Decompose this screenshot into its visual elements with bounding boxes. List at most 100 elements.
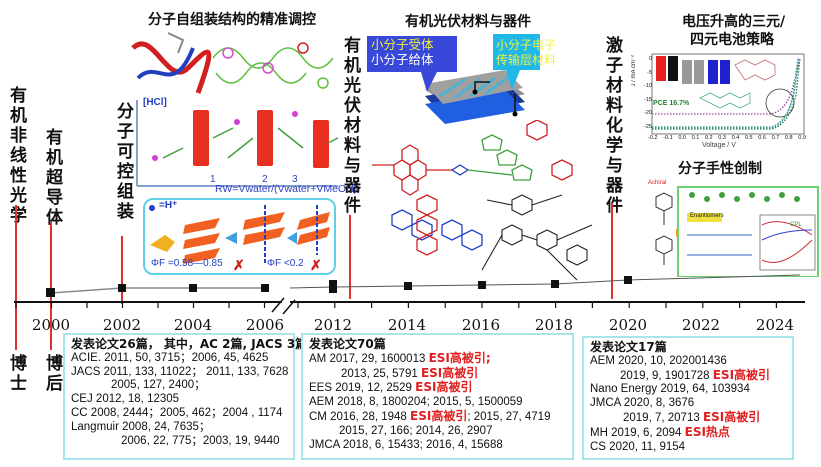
milestone-marker-2014	[404, 282, 412, 290]
pce-label: PCE 16.7%	[653, 100, 690, 107]
pub-line: MH 2019, 6, 2094	[590, 426, 682, 439]
jv-xtick: 0.4	[731, 135, 740, 141]
jv-xtick: 0.7	[771, 135, 780, 141]
esi-highly-cited-badge: ESI高被引	[428, 350, 486, 365]
jv-xtick: 0.3	[718, 135, 726, 141]
jv-xtick: 0.1	[691, 135, 700, 141]
milestone-line-opv	[349, 215, 351, 299]
jv-ytick: 0	[648, 56, 652, 62]
year-label: 2024	[755, 316, 795, 334]
jv-xtick: 0.9	[798, 135, 806, 141]
pub-line: ; 2015, 27, 4719	[467, 410, 551, 423]
star-molecule-black	[481, 194, 593, 281]
pub-line: 2005, 127, 2400；	[111, 379, 206, 392]
year-label: 2006	[245, 316, 285, 334]
trend-line	[289, 274, 801, 289]
pub-line: Nano Energy 2019, 64, 103934	[590, 383, 750, 396]
title-chirality: 分子手性创制	[678, 161, 762, 177]
pub-line: 2015, 27, 166; 2014, 26, 2907	[339, 424, 493, 437]
year-label: 2002	[102, 316, 142, 334]
milestone-marker-2012	[329, 280, 337, 293]
milestone-marker-2020	[624, 276, 632, 284]
pub-line: EES 2019, 12, 2529	[309, 382, 412, 395]
assembly-structure-image	[131, 32, 334, 94]
chirality-image	[655, 186, 819, 277]
jv-curve-chart	[651, 53, 805, 135]
esi-highly-cited-badge: ESI高被引	[712, 367, 771, 382]
year-label: 2018	[534, 316, 574, 334]
pub-line: ACIE. 2011, 50, 3715；2006, 45, 4625	[71, 351, 269, 364]
jv-ylabel: J / mA cm⁻²	[631, 55, 637, 87]
phi-low-label: ΦF <0.2	[267, 258, 304, 269]
acceptor-label: 小分子受体	[371, 37, 434, 52]
etl-label-1: 小分子电子	[496, 38, 557, 52]
milestone-marker-2006	[261, 284, 269, 292]
supramolecular-chain-image	[212, 42, 334, 89]
jv-ytick: -15	[644, 96, 652, 103]
year-label: 2012	[313, 316, 353, 334]
svg-text:✗: ✗	[233, 257, 245, 273]
pub-line: JACS 2011, 133, 11022； 2011, 133, 7628	[71, 365, 289, 378]
assembly-chart	[136, 100, 339, 187]
milestone-marker-2000	[46, 288, 55, 297]
title-ternary-2: 四元电池策略	[690, 32, 774, 48]
jv-xtick: -0.1	[663, 135, 673, 141]
label-phd: 博士	[6, 354, 26, 394]
svg-text:✗: ✗	[310, 257, 322, 273]
axis-break-mark	[271, 297, 285, 313]
esi-hot-paper-badge: ESI热点	[684, 424, 730, 439]
stacking-diagram: ✗ ✗	[149, 205, 330, 273]
box-header: 发表论文17篇	[590, 340, 667, 354]
esi-highly-cited-badge: ESI高被引	[420, 365, 479, 380]
opv-callout-right: 小分子电子 传输层材料	[496, 38, 556, 68]
compound-label-2: 2	[262, 174, 268, 185]
jv-xticks: -0.2 -0.1 0.0 0.1 0.2 0.3 0.4 0.5 0.6 0.…	[648, 135, 806, 141]
esi-highly-cited-badge: ESI高被引	[702, 409, 761, 424]
pub-line: CEJ 2012, 18, 12305	[71, 393, 180, 406]
pub-line: AEM 2020, 10, 202001436	[590, 354, 727, 367]
year-label: 2020	[608, 316, 648, 334]
label-nonlinear-optics: 有机非线性光学	[6, 86, 26, 226]
compound-label-1: 1	[210, 174, 216, 185]
year-label: 2000	[31, 316, 71, 334]
jv-xtick: 0.2	[704, 135, 713, 141]
jv-xtick: 0.6	[758, 135, 766, 141]
perylene-molecule-red	[372, 144, 452, 196]
axis-break-mark	[282, 299, 296, 315]
milestone-marker-2002	[118, 284, 126, 292]
pub-line: CC 2008, 2444；2005, 462；2004 , 1174	[71, 406, 283, 419]
milestone-line-superconductor	[50, 222, 52, 350]
assembly-mechanism-panel: ✗ ✗ =H⁺ ΦF =0.58—0.85 ΦF <0.2	[143, 198, 336, 275]
jv-xtick: 0.8	[784, 135, 793, 141]
box-header: 发表论文70篇	[309, 337, 386, 351]
year-label: 2022	[681, 316, 721, 334]
phi-high-label: ΦF =0.58—0.85	[151, 258, 223, 269]
trend-line	[50, 287, 265, 294]
pub-line: 2019, 9, 1901728	[620, 369, 710, 382]
jv-xlabel: Voltage / V	[702, 142, 736, 149]
opv-molecules-image	[372, 120, 593, 281]
esi-highly-cited-badge: ESI高被引	[415, 380, 473, 395]
jv-ytick: -5	[647, 69, 652, 76]
jv-xtick: 0.0	[678, 135, 686, 141]
pub-line: Langmuir 2008, 24, 7635；	[71, 420, 211, 433]
jv-ytick: -10	[644, 83, 652, 89]
title-ternary-1: 电压升高的三元/	[682, 14, 786, 30]
enantiomers-label: Enantiomers	[690, 213, 724, 219]
compound-label-3: 3	[292, 174, 298, 185]
donor-label: 小分子给体	[371, 52, 434, 67]
rw-axis-label: RW=Vwater/(Vwater+VMeOH)	[215, 183, 358, 195]
jv-ytick: -20	[644, 110, 652, 116]
hcl-axis-label: [HCl]	[143, 97, 167, 108]
jv-ytick: -25	[644, 123, 652, 130]
milestone-marker-2018	[551, 280, 559, 288]
label-postdoc: 博后	[42, 354, 62, 394]
label-exciton: 激子材料化学与器件	[602, 36, 622, 216]
year-label: 2004	[173, 316, 213, 334]
milestone-line-exciton	[611, 203, 613, 299]
achiral-label: Achiral	[648, 180, 667, 186]
title-self-assembly: 分子自组装结构的精准调控	[148, 12, 316, 28]
opv-device-image	[367, 34, 540, 124]
publications-box-phd: 发表论文26篇， 其中，AC 2篇, JACS 3篇 ACIE. 2011, 5…	[63, 333, 307, 460]
etl-label-2: 传输层材料	[496, 53, 557, 67]
